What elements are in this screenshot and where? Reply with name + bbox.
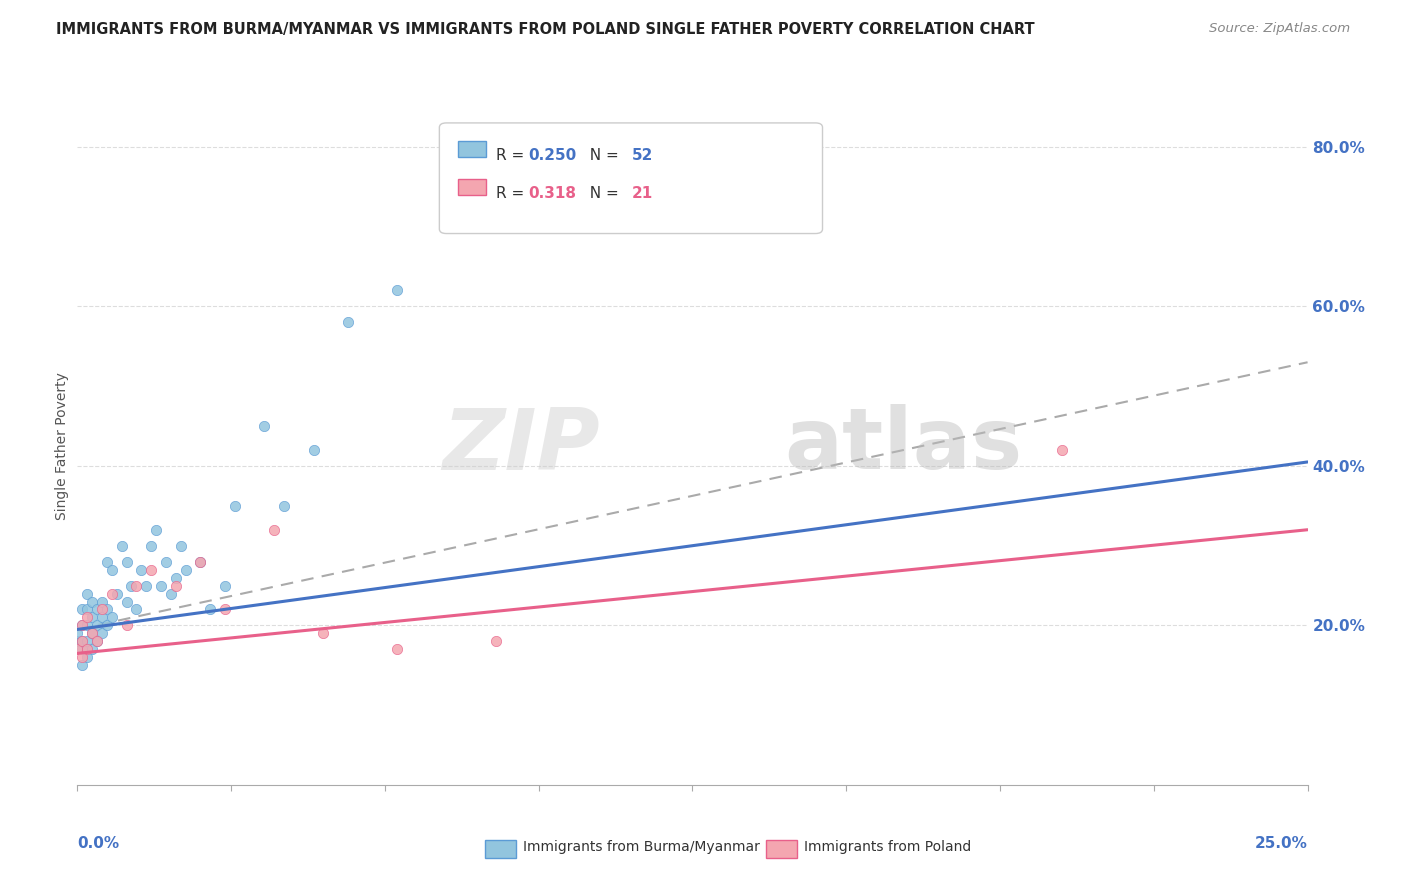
Point — [131, 563, 153, 577]
Point — [150, 578, 173, 592]
Point — [76, 650, 98, 665]
Point — [190, 555, 212, 569]
Point — [90, 602, 114, 616]
Point — [76, 634, 98, 648]
Text: R =: R = — [496, 186, 529, 202]
Text: 21: 21 — [633, 186, 654, 202]
Point — [70, 618, 93, 632]
Point — [111, 539, 132, 553]
Y-axis label: Single Father Poverty: Single Father Poverty — [55, 372, 69, 520]
Point — [337, 315, 360, 329]
Point — [170, 539, 193, 553]
Point — [141, 563, 163, 577]
Text: R =: R = — [496, 148, 529, 163]
Point — [101, 610, 124, 624]
Point — [115, 594, 138, 608]
Point — [165, 578, 187, 592]
Point — [66, 642, 89, 657]
Point — [86, 602, 108, 616]
Text: IMMIGRANTS FROM BURMA/MYANMAR VS IMMIGRANTS FROM POLAND SINGLE FATHER POVERTY CO: IMMIGRANTS FROM BURMA/MYANMAR VS IMMIGRA… — [56, 22, 1035, 37]
Point — [90, 610, 114, 624]
Point — [82, 626, 104, 640]
Point — [1050, 442, 1073, 457]
Text: 25.0%: 25.0% — [1254, 836, 1308, 851]
Point — [76, 602, 98, 616]
Point — [82, 626, 104, 640]
Point — [387, 284, 409, 298]
Point — [96, 602, 118, 616]
Point — [263, 523, 285, 537]
Point — [66, 626, 89, 640]
Text: 0.0%: 0.0% — [77, 836, 120, 851]
Point — [76, 618, 98, 632]
Point — [273, 499, 295, 513]
Point — [485, 634, 508, 648]
Point — [125, 578, 148, 592]
Point — [190, 555, 212, 569]
Point — [115, 618, 138, 632]
Text: atlas: atlas — [785, 404, 1024, 488]
Point — [76, 586, 98, 600]
Text: ZIP: ZIP — [443, 404, 600, 488]
Point — [105, 586, 128, 600]
Point — [141, 539, 163, 553]
Point — [86, 634, 108, 648]
Text: Immigrants from Burma/Myanmar: Immigrants from Burma/Myanmar — [523, 840, 759, 855]
Point — [70, 658, 93, 673]
Point — [76, 610, 98, 624]
Point — [76, 642, 98, 657]
Point — [125, 602, 148, 616]
Text: Source: ZipAtlas.com: Source: ZipAtlas.com — [1209, 22, 1350, 36]
Point — [312, 626, 335, 640]
Text: N =: N = — [581, 148, 624, 163]
Point — [224, 499, 246, 513]
Text: 52: 52 — [633, 148, 654, 163]
Point — [115, 555, 138, 569]
Point — [70, 650, 93, 665]
Point — [70, 642, 93, 657]
Point — [214, 602, 236, 616]
Point — [101, 563, 124, 577]
Point — [387, 642, 409, 657]
Point — [70, 634, 93, 648]
Point — [145, 523, 167, 537]
Point — [96, 618, 118, 632]
Point — [82, 642, 104, 657]
Point — [70, 618, 93, 632]
Text: 0.318: 0.318 — [529, 186, 576, 202]
Point — [135, 578, 157, 592]
Point — [70, 602, 93, 616]
Point — [214, 578, 236, 592]
Point — [86, 634, 108, 648]
Point — [70, 634, 93, 648]
Point — [253, 419, 276, 434]
Point — [96, 555, 118, 569]
Point — [200, 602, 222, 616]
Point — [90, 594, 114, 608]
Point — [165, 571, 187, 585]
Point — [121, 578, 143, 592]
Point — [82, 610, 104, 624]
Text: 0.250: 0.250 — [529, 148, 576, 163]
Text: Immigrants from Poland: Immigrants from Poland — [804, 840, 972, 855]
Point — [160, 586, 183, 600]
Point — [90, 626, 114, 640]
Point — [174, 563, 197, 577]
Text: N =: N = — [581, 186, 624, 202]
Point — [155, 555, 177, 569]
Point — [86, 618, 108, 632]
Point — [302, 442, 325, 457]
Point — [101, 586, 124, 600]
Point — [82, 594, 104, 608]
Point — [66, 634, 89, 648]
